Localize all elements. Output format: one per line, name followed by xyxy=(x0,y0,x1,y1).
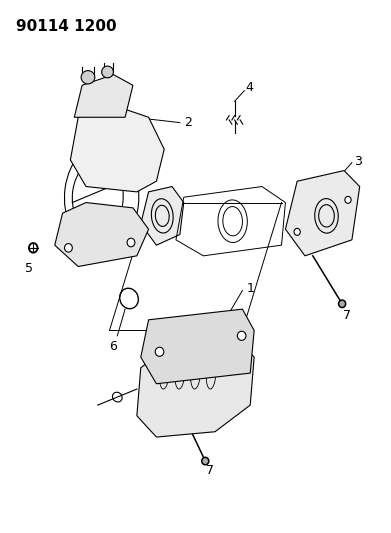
Ellipse shape xyxy=(345,197,351,203)
Ellipse shape xyxy=(202,457,209,465)
Text: 6: 6 xyxy=(109,340,117,352)
Text: 1: 1 xyxy=(246,282,254,295)
Text: 90114 1200: 90114 1200 xyxy=(16,19,116,34)
Ellipse shape xyxy=(102,66,113,78)
Text: 3: 3 xyxy=(354,155,362,168)
Polygon shape xyxy=(141,187,184,245)
Ellipse shape xyxy=(127,238,135,247)
Text: 4: 4 xyxy=(245,82,253,94)
Polygon shape xyxy=(137,336,254,437)
Text: 2: 2 xyxy=(184,116,192,129)
Polygon shape xyxy=(74,75,133,117)
Ellipse shape xyxy=(294,229,300,236)
Ellipse shape xyxy=(339,300,346,308)
Text: 7: 7 xyxy=(343,309,351,322)
Ellipse shape xyxy=(155,348,164,357)
Polygon shape xyxy=(141,309,254,384)
Polygon shape xyxy=(285,171,360,256)
Ellipse shape xyxy=(65,244,72,252)
Text: 5: 5 xyxy=(25,262,32,275)
Polygon shape xyxy=(55,203,149,266)
Text: 7: 7 xyxy=(206,464,214,477)
Polygon shape xyxy=(70,107,164,192)
Ellipse shape xyxy=(81,70,95,84)
Ellipse shape xyxy=(237,331,246,340)
